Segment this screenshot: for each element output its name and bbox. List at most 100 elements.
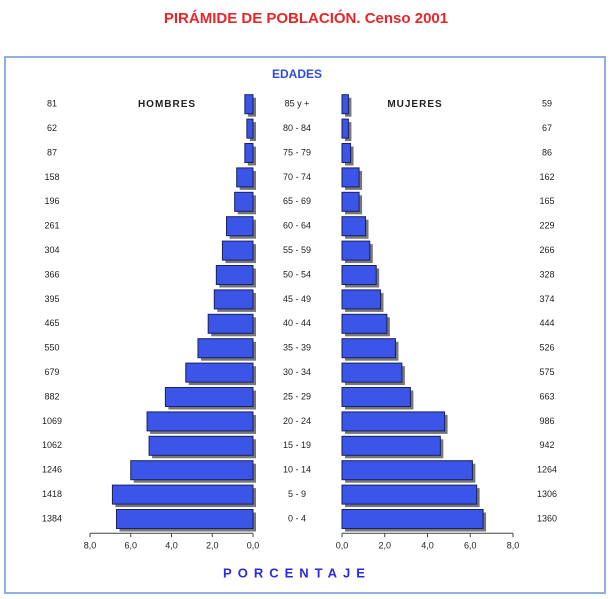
bar <box>244 94 254 115</box>
count-label: 942 <box>539 440 554 450</box>
age-label: 55 - 59 <box>283 245 311 255</box>
count-label: 158 <box>44 172 59 182</box>
count-label: 261 <box>44 221 59 231</box>
x-tick-label: 6,0 <box>464 541 477 551</box>
count-label: 882 <box>44 391 59 401</box>
bar <box>341 411 446 432</box>
x-tick-label: 0,0 <box>247 541 260 551</box>
count-label: 465 <box>44 318 59 328</box>
chart-title: PIRÁMIDE DE POBLACIÓN. Censo 2001 <box>164 9 448 27</box>
count-label: 196 <box>44 196 59 206</box>
y-axis-label: EDADES <box>272 67 322 81</box>
bar <box>130 460 254 481</box>
count-label: 679 <box>44 367 59 377</box>
bar <box>341 435 441 456</box>
count-label: 444 <box>539 318 554 328</box>
count-label: 328 <box>539 269 554 279</box>
x-tick-label: 2,0 <box>378 541 391 551</box>
count-label: 663 <box>539 391 554 401</box>
bar <box>341 240 371 261</box>
count-label: 87 <box>47 147 57 157</box>
bar <box>341 338 396 359</box>
count-label: 165 <box>539 196 554 206</box>
panel <box>4 56 606 594</box>
age-label: 35 - 39 <box>283 343 311 353</box>
bar <box>341 387 411 407</box>
age-label: 5 - 9 <box>288 489 306 499</box>
age-label: 25 - 29 <box>283 391 311 401</box>
age-label: 75 - 79 <box>283 147 311 157</box>
x-tick-label: 2,0 <box>206 541 219 551</box>
count-label: 1418 <box>42 489 62 499</box>
age-label: 40 - 44 <box>283 318 311 328</box>
legend-label: HOMBRES <box>138 99 196 110</box>
count-label: 162 <box>539 172 554 182</box>
bar <box>164 387 254 407</box>
x-tick-label: 0,0 <box>336 541 349 551</box>
bar <box>207 313 254 334</box>
bar <box>234 191 254 212</box>
bar <box>215 265 254 285</box>
count-label: 1360 <box>537 513 557 523</box>
age-label: 50 - 54 <box>283 269 311 279</box>
x-tick-label: 8,0 <box>84 541 97 551</box>
bar <box>221 240 254 261</box>
bar <box>213 289 254 310</box>
count-label: 374 <box>539 294 554 304</box>
bar <box>341 362 403 383</box>
bar <box>341 313 388 334</box>
count-label: 86 <box>542 147 552 157</box>
age-label: 30 - 34 <box>283 367 311 377</box>
x-axis-label: PORCENTAJE <box>223 565 371 580</box>
bar <box>111 484 254 505</box>
bar <box>341 265 377 285</box>
bar <box>236 167 254 188</box>
age-label: 45 - 49 <box>283 294 311 304</box>
bar <box>244 143 254 163</box>
count-label: 1069 <box>42 416 62 426</box>
age-label: 20 - 24 <box>283 416 311 426</box>
count-label: 59 <box>542 99 552 109</box>
bar <box>185 362 254 383</box>
bar <box>341 94 349 115</box>
count-label: 81 <box>47 99 57 109</box>
count-label: 1264 <box>537 465 557 475</box>
bar <box>226 216 254 237</box>
count-label: 304 <box>44 245 59 255</box>
count-label: 1306 <box>537 489 557 499</box>
count-label: 1062 <box>42 440 62 450</box>
count-label: 229 <box>539 221 554 231</box>
x-tick-label: 4,0 <box>421 541 434 551</box>
count-label: 526 <box>539 343 554 353</box>
bar <box>341 509 484 529</box>
count-label: 266 <box>539 245 554 255</box>
bar <box>115 509 254 529</box>
bar <box>341 289 381 310</box>
count-label: 366 <box>44 269 59 279</box>
legend-label: MUJERES <box>387 99 442 110</box>
count-label: 575 <box>539 367 554 377</box>
bar <box>146 411 254 432</box>
bar <box>341 460 473 481</box>
bar <box>197 338 254 359</box>
x-tick-label: 6,0 <box>124 541 137 551</box>
age-label: 0 - 4 <box>288 513 306 523</box>
count-label: 67 <box>542 123 552 133</box>
age-label: 60 - 64 <box>283 221 311 231</box>
count-label: 550 <box>44 343 59 353</box>
x-tick-label: 4,0 <box>165 541 178 551</box>
bar <box>341 191 360 212</box>
count-label: 986 <box>539 416 554 426</box>
count-label: 62 <box>47 123 57 133</box>
bar <box>341 484 478 505</box>
bar <box>148 435 254 456</box>
age-label: 70 - 74 <box>283 172 311 182</box>
bar <box>341 143 352 163</box>
age-label: 85 y + <box>285 99 310 109</box>
bar <box>246 118 254 139</box>
x-tick-label: 8,0 <box>507 541 520 551</box>
age-label: 65 - 69 <box>283 196 311 206</box>
bar <box>341 118 349 139</box>
age-label: 80 - 84 <box>283 123 311 133</box>
